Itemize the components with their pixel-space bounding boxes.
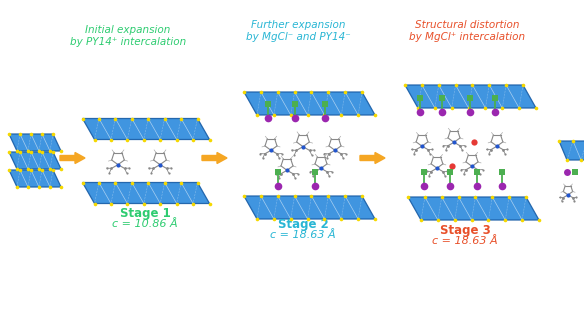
Text: by PY14⁺ intercalation: by PY14⁺ intercalation [70, 37, 186, 47]
Polygon shape [82, 182, 210, 204]
Text: Stage 3: Stage 3 [440, 224, 491, 237]
Polygon shape [244, 92, 375, 115]
Text: c = 18.63 Å: c = 18.63 Å [270, 230, 336, 240]
FancyArrow shape [202, 153, 227, 164]
Polygon shape [559, 141, 584, 160]
Text: Further expansion: Further expansion [251, 20, 345, 30]
Text: Initial expansion: Initial expansion [85, 25, 171, 35]
Text: by MgCl⁻ and PY14⁻: by MgCl⁻ and PY14⁻ [246, 32, 350, 42]
Text: c = 10.86 Å: c = 10.86 Å [112, 219, 178, 229]
Polygon shape [9, 170, 61, 187]
FancyArrow shape [60, 153, 85, 164]
Text: Structural distortion: Structural distortion [415, 20, 519, 30]
Text: by MgCl⁺ intercalation: by MgCl⁺ intercalation [409, 32, 525, 42]
FancyArrow shape [360, 153, 385, 164]
Polygon shape [9, 152, 61, 169]
Polygon shape [9, 134, 61, 151]
Text: c = 18.63 Å: c = 18.63 Å [432, 236, 498, 246]
Text: Stage 1: Stage 1 [120, 207, 171, 220]
Polygon shape [408, 197, 539, 220]
Polygon shape [82, 119, 210, 139]
Text: Stage 2: Stage 2 [277, 218, 328, 231]
Polygon shape [405, 85, 536, 108]
Polygon shape [244, 196, 375, 219]
